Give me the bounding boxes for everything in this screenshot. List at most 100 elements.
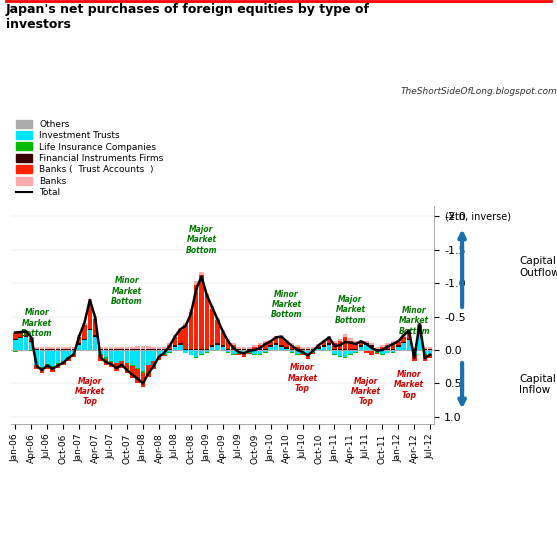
Bar [268,340,273,342]
Bar [385,343,390,345]
Bar [306,350,310,351]
Bar [199,350,204,351]
Bar [375,352,379,353]
Bar [50,346,55,349]
Bar [226,352,231,353]
Bar [146,349,150,350]
Bar [402,337,406,342]
Bar [242,350,246,351]
Bar [210,346,214,350]
Bar [157,351,161,356]
Bar [189,308,193,312]
Bar [167,343,172,345]
Bar [354,343,358,349]
Bar [279,346,284,350]
Text: Minor
Market
Bottom: Minor Market Bottom [111,276,143,306]
Bar [135,369,140,383]
Bar [120,350,124,351]
Bar [306,351,310,355]
Bar [231,354,236,355]
Bar [407,339,411,340]
Bar [135,368,140,369]
Bar [412,350,417,351]
Bar [221,332,225,345]
Bar [375,349,379,350]
Bar [130,349,135,350]
Bar [407,329,411,332]
Bar [316,346,321,348]
Bar [29,350,33,351]
Bar [130,346,135,349]
Bar [114,350,119,351]
Bar [380,345,384,348]
Bar [273,345,278,350]
Text: Japan's net purchases of foreign equities by type of
investors: Japan's net purchases of foreign equitie… [6,3,370,31]
Bar [135,349,140,350]
Bar [321,350,326,351]
Bar [120,362,124,368]
Bar [226,349,231,350]
Bar [321,346,326,350]
Bar [273,350,278,351]
Bar [98,346,102,349]
Bar [104,350,108,351]
Bar [263,342,267,343]
Bar [141,349,145,350]
Bar [390,350,395,351]
Bar [396,346,400,350]
Bar [252,348,257,349]
Bar [93,350,97,351]
Bar [98,350,102,351]
Bar [423,355,427,362]
Bar [56,351,60,363]
Bar [354,342,358,343]
Bar [364,351,369,353]
Bar [364,342,369,343]
Bar [369,343,374,345]
Bar [77,334,81,337]
Bar [173,345,177,346]
Bar [338,349,342,350]
Bar [210,350,214,351]
Bar [72,348,76,349]
Bar [194,281,198,285]
Bar [332,343,337,349]
Bar [152,362,156,369]
Bar [24,330,28,332]
Text: TheShortSideOfLong.blogspot.com: TheShortSideOfLong.blogspot.com [401,87,557,96]
Bar [72,349,76,350]
Bar [178,350,183,351]
Bar [104,346,108,349]
Bar [343,349,348,350]
Bar [402,334,406,337]
Bar [77,337,81,343]
Bar [237,346,241,349]
Bar [199,275,204,349]
Bar [385,350,390,351]
Text: Major
Market
Bottom: Major Market Bottom [185,225,217,255]
Bar [130,351,135,365]
Bar [390,349,395,350]
Bar [82,323,87,325]
Bar [412,355,417,362]
Bar [178,343,183,345]
Bar [152,346,156,349]
Bar [13,340,18,350]
Bar [380,354,384,355]
Bar [306,349,310,350]
Bar [50,367,55,372]
Bar [332,349,337,350]
Bar [321,340,326,342]
Bar [40,346,44,349]
Bar [29,337,33,338]
Bar [343,334,348,337]
Bar [237,353,241,354]
Bar [327,350,331,351]
Bar [390,343,395,349]
Bar [199,354,204,355]
Bar [183,325,188,349]
Bar [40,349,44,350]
Bar [56,350,60,351]
Bar [109,346,114,349]
Bar [258,350,262,351]
